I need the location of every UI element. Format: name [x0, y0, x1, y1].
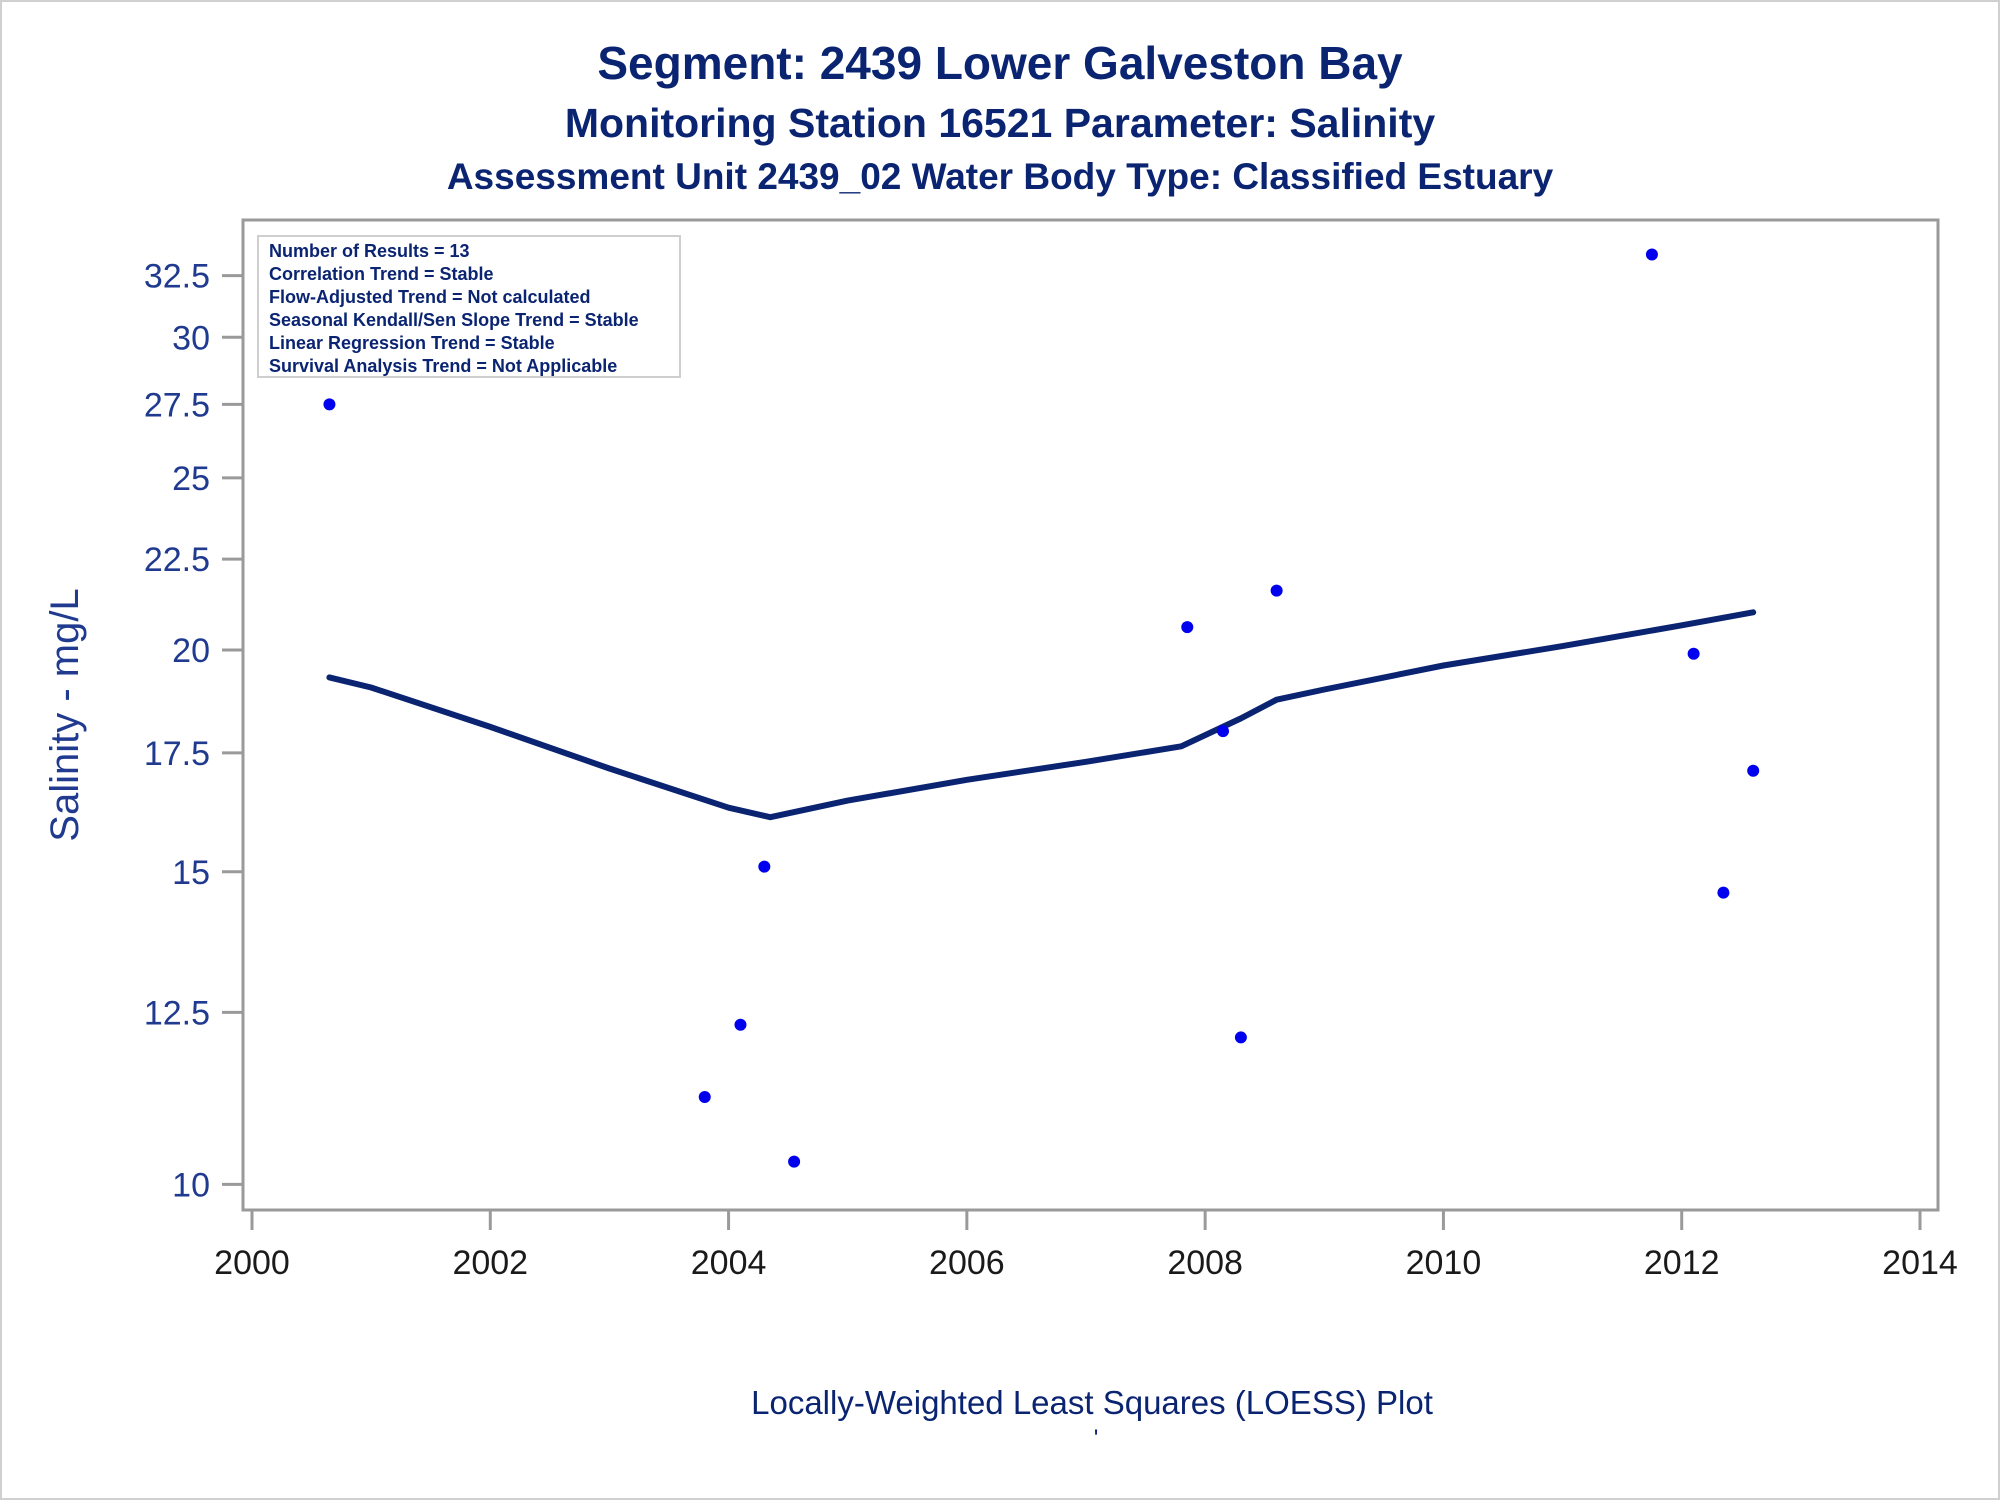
data-point — [734, 1018, 747, 1031]
loess-line — [326, 609, 1757, 821]
info-box-line: Survival Analysis Trend = Not Applicable — [269, 356, 617, 376]
info-box-line: Number of Results = 13 — [269, 241, 470, 261]
chart-title: Segment: 2439 Lower Galveston Bay — [597, 37, 1403, 89]
data-point — [1717, 886, 1730, 899]
y-axis-label: Salinity - mg/L — [43, 588, 87, 841]
x-tick-label: 2006 — [929, 1244, 1005, 1282]
data-point — [1234, 1031, 1247, 1044]
data-point — [1217, 725, 1230, 738]
data-point — [323, 398, 336, 411]
plot-area — [241, 218, 1940, 1212]
x-tick-label: 2004 — [691, 1244, 767, 1282]
data-point — [758, 860, 771, 873]
info-box-line: Correlation Trend = Stable — [269, 264, 494, 284]
x-tick-label: 2008 — [1167, 1244, 1243, 1282]
info-box-frame — [257, 235, 681, 378]
x-tick-label: 2010 — [1406, 1244, 1482, 1282]
x-tick-label: 2012 — [1644, 1244, 1720, 1282]
y-tick-label: 20 — [172, 632, 210, 670]
y-tick-label: 32.5 — [144, 258, 210, 296]
data-point — [1181, 621, 1194, 634]
trend-info-box: Number of Results = 13 Correlation Trend … — [257, 235, 681, 378]
data-point — [698, 1091, 711, 1104]
data-point — [1645, 248, 1658, 261]
data-point — [1747, 764, 1760, 777]
data-point — [1687, 647, 1700, 660]
y-axis: 10 12.5 15 17.5 20 22.5 25 27.5 30 32.5 — [144, 258, 243, 1204]
y-tick-label: 27.5 — [144, 386, 210, 424]
x-tick-label: 2002 — [452, 1244, 528, 1282]
chart-subtitle: Monitoring Station 16521 Parameter: Sali… — [564, 100, 1436, 146]
y-tick-label: 25 — [172, 460, 210, 498]
info-box-line: Seasonal Kendall/Sen Slope Trend = Stabl… — [269, 310, 639, 330]
loess-series — [326, 609, 1757, 821]
info-box-line: Flow-Adjusted Trend = Not calculated — [269, 287, 591, 307]
y-tick-label: 30 — [172, 319, 210, 357]
x-axis: 2000 2002 2004 2006 2008 2010 2012 2014 — [214, 1210, 1958, 1282]
data-point — [1270, 584, 1283, 597]
y-tick-label: 15 — [172, 854, 210, 892]
y-tick-label: 17.5 — [144, 735, 210, 773]
data-point — [788, 1155, 801, 1168]
y-tick-label: 10 — [172, 1166, 210, 1204]
x-tick-label: 2014 — [1882, 1244, 1958, 1282]
info-box-line: Linear Regression Trend = Stable — [269, 333, 555, 353]
chart-subtitle-2: Assessment Unit 2439_02 Water Body Type:… — [446, 156, 1554, 197]
footnote: Locally-Weighted Least Squares (LOESS) P… — [751, 1384, 1433, 1421]
y-tick-label: 22.5 — [144, 541, 210, 579]
footnote-mark: ' — [1094, 1425, 1099, 1452]
y-tick-label: 12.5 — [144, 994, 210, 1032]
scatter-series — [323, 248, 1760, 1168]
x-tick-label: 2000 — [214, 1244, 290, 1282]
